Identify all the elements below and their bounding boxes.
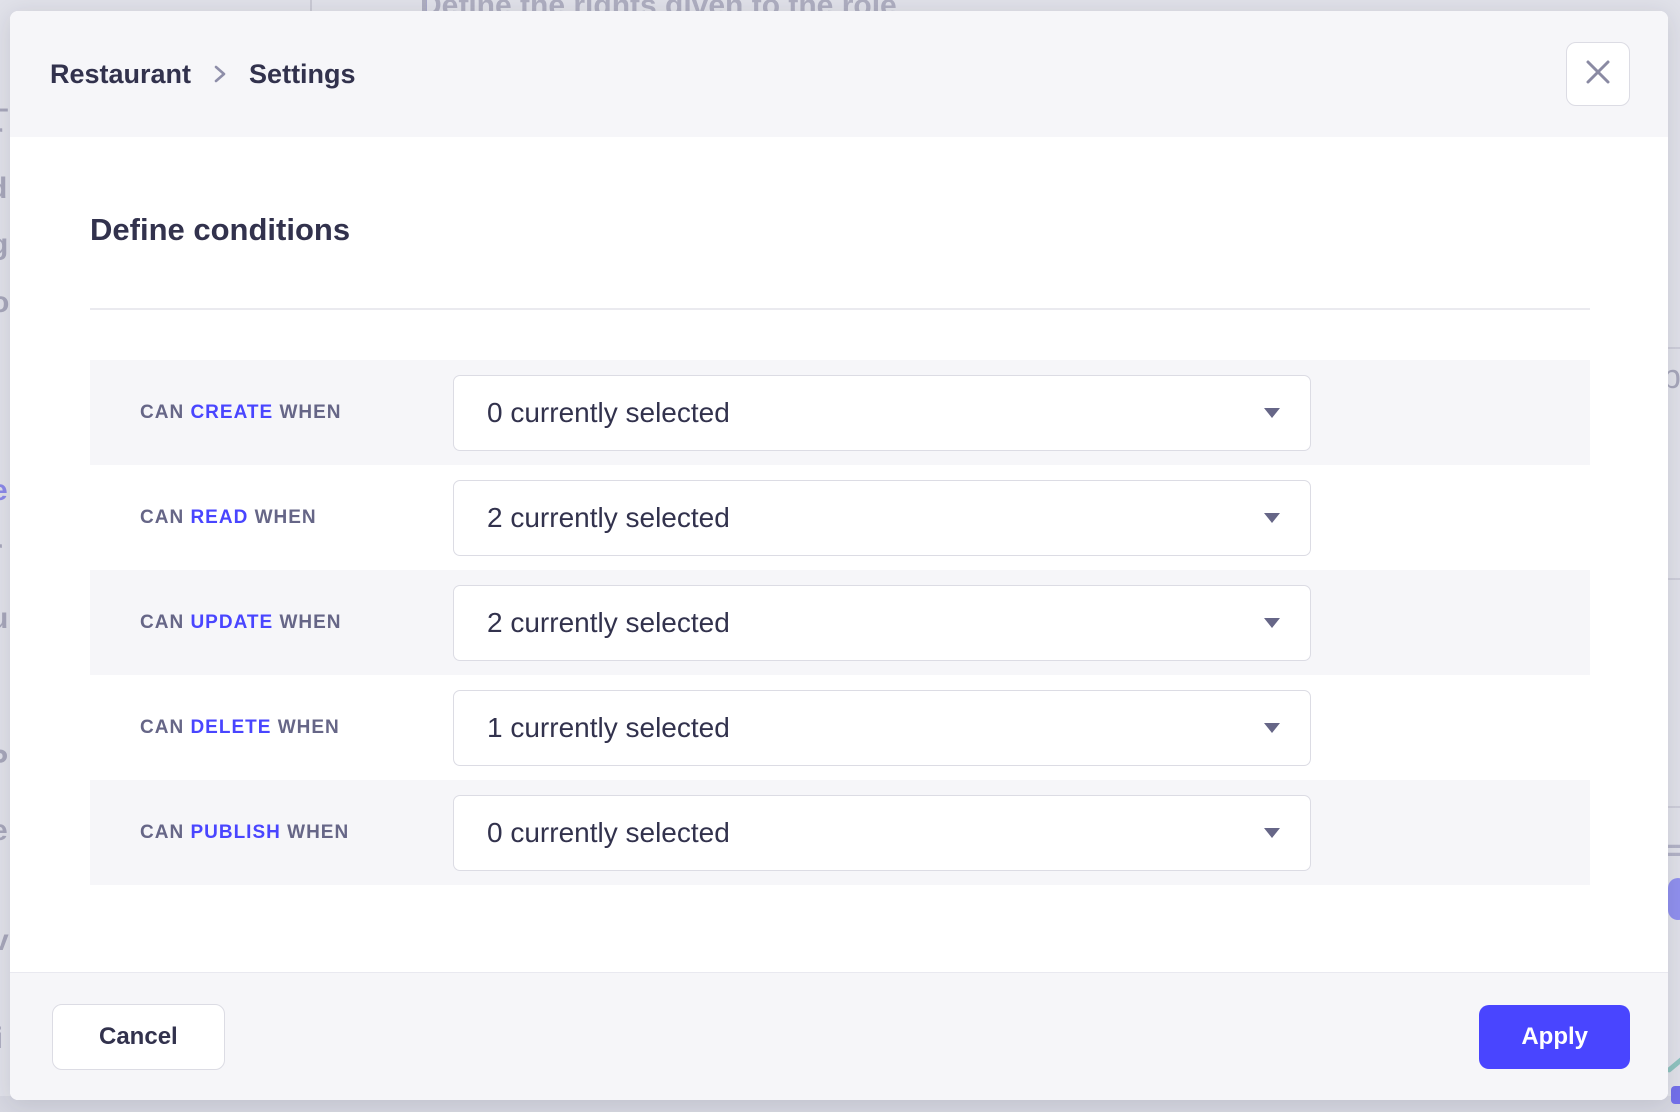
breadcrumb: Restaurant Settings <box>50 59 356 90</box>
background-text-fragment: v <box>0 924 9 957</box>
background-bottom-strip <box>0 1096 1680 1112</box>
caret-down-icon <box>1264 617 1280 628</box>
background-link-fragment: e <box>0 474 8 508</box>
modal-footer: Cancel Apply <box>10 972 1668 1100</box>
background-text-fragment: ol <box>0 24 1 58</box>
close-button[interactable] <box>1566 42 1630 106</box>
background-text-fragment: P <box>0 744 8 778</box>
background-text-fragment: d <box>0 172 7 206</box>
select-can-publish-when[interactable]: 0 currently selected <box>453 794 1311 871</box>
condition-label: CAN CREATE WHEN <box>140 401 342 423</box>
condition-label: CAN DELETE WHEN <box>140 716 340 738</box>
background-row-line <box>1664 578 1680 580</box>
page-title: Define conditions <box>90 212 351 247</box>
conditions-list: CAN CREATE WHEN 0 currently selected CAN… <box>90 360 1590 885</box>
background-text-fragment: ai <box>0 1022 3 1056</box>
background-text-fragment: o <box>0 286 10 319</box>
background-toggle-fragment <box>1668 878 1680 920</box>
select-value: 0 currently selected <box>487 396 730 428</box>
select-value: 1 currently selected <box>487 711 730 743</box>
caret-down-icon <box>1264 512 1280 523</box>
cancel-button[interactable]: Cancel <box>52 1003 225 1070</box>
background-text-fragment: r <box>0 118 3 152</box>
condition-label: CAN READ WHEN <box>140 506 317 528</box>
condition-row-publish: CAN PUBLISH WHEN 0 currently selected <box>90 780 1590 885</box>
select-value: 0 currently selected <box>487 816 730 848</box>
background-text-fragment: u <box>0 602 8 636</box>
define-conditions-modal: Restaurant Settings Define conditions CA… <box>10 11 1668 1100</box>
condition-row-read: CAN READ WHEN 2 currently selected <box>90 465 1590 570</box>
select-can-create-when[interactable]: 0 currently selected <box>453 374 1311 451</box>
chevron-right-icon <box>213 62 227 86</box>
background-text-fragment: e <box>0 814 8 848</box>
modal-body: Define conditions CAN CREATE WHEN 0 curr… <box>10 137 1668 972</box>
apply-button[interactable]: Apply <box>1479 1004 1630 1069</box>
breadcrumb-parent: Restaurant <box>50 58 192 89</box>
background-text-fragment: g <box>0 228 8 262</box>
close-icon <box>1584 58 1612 91</box>
caret-down-icon <box>1264 722 1280 733</box>
background-row-line <box>1664 347 1680 349</box>
select-value: 2 currently selected <box>487 606 730 638</box>
background-row-line <box>1664 806 1680 808</box>
caret-down-icon <box>1264 827 1280 838</box>
condition-label: CAN UPDATE WHEN <box>140 611 342 633</box>
select-can-update-when[interactable]: 2 currently selected <box>453 584 1311 661</box>
select-value: 2 currently selected <box>487 501 730 533</box>
condition-row-update: CAN UPDATE WHEN 2 currently selected <box>90 570 1590 675</box>
select-can-delete-when[interactable]: 1 currently selected <box>453 689 1311 766</box>
select-can-read-when[interactable]: 2 currently selected <box>453 479 1311 556</box>
caret-down-icon <box>1264 407 1280 418</box>
condition-row-delete: CAN DELETE WHEN 1 currently selected <box>90 675 1590 780</box>
background-text-fragment: er <box>0 534 2 568</box>
breadcrumb-current: Settings <box>249 58 356 89</box>
condition-row-create: CAN CREATE WHEN 0 currently selected <box>90 360 1590 465</box>
modal-header: Restaurant Settings <box>10 11 1668 137</box>
background-text-fragment: = <box>1666 834 1680 867</box>
divider <box>90 308 1590 310</box>
condition-label: CAN PUBLISH WHEN <box>140 821 350 843</box>
background-text-fragment: – <box>0 92 9 126</box>
background-toggle-fragment <box>1671 1086 1680 1104</box>
